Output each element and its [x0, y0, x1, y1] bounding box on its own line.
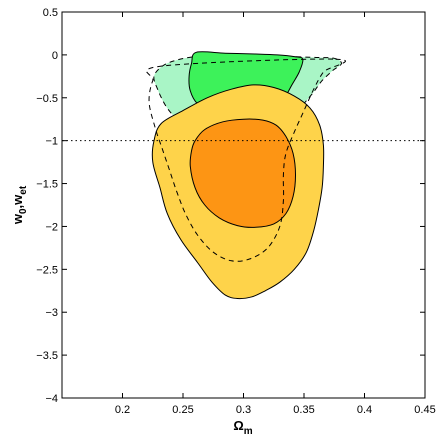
y-tick-label: −2: [45, 221, 58, 233]
y-tick-label: −1: [45, 136, 58, 148]
y-tick-label: 0: [52, 50, 58, 62]
x-tick-label: 0.3: [236, 404, 251, 416]
plot-frame: [61, 11, 426, 399]
y-tick-label: −0.5: [36, 93, 58, 105]
x-axis-label: Ωm: [233, 418, 252, 437]
x-tick-label: 0.35: [293, 404, 314, 416]
x-tick-label: 0.25: [172, 404, 193, 416]
x-tick-label: 0.4: [357, 404, 372, 416]
y-tick-label: 0.5: [43, 7, 58, 19]
y-tick-label: −3: [45, 307, 58, 319]
y-tick-label: −3.5: [36, 350, 58, 362]
x-tick-label: 0.45: [414, 404, 435, 416]
tick-layer: 0.2 0.25 0.3 0.35 0.4 0.45 0.5 0 −0.5 −1 −1.5 −2 −2.…: [36, 7, 435, 416]
x-tick-label: 0.2: [115, 404, 130, 416]
contour-layer: [146, 51, 346, 300]
orange-inner-contour: [189, 118, 297, 228]
y-axis-label: w0,wet: [10, 185, 29, 225]
y-tick-label: −1.5: [36, 179, 58, 191]
y-tick-label: −2.5: [36, 264, 58, 276]
y-tick-label: −4: [45, 393, 58, 405]
